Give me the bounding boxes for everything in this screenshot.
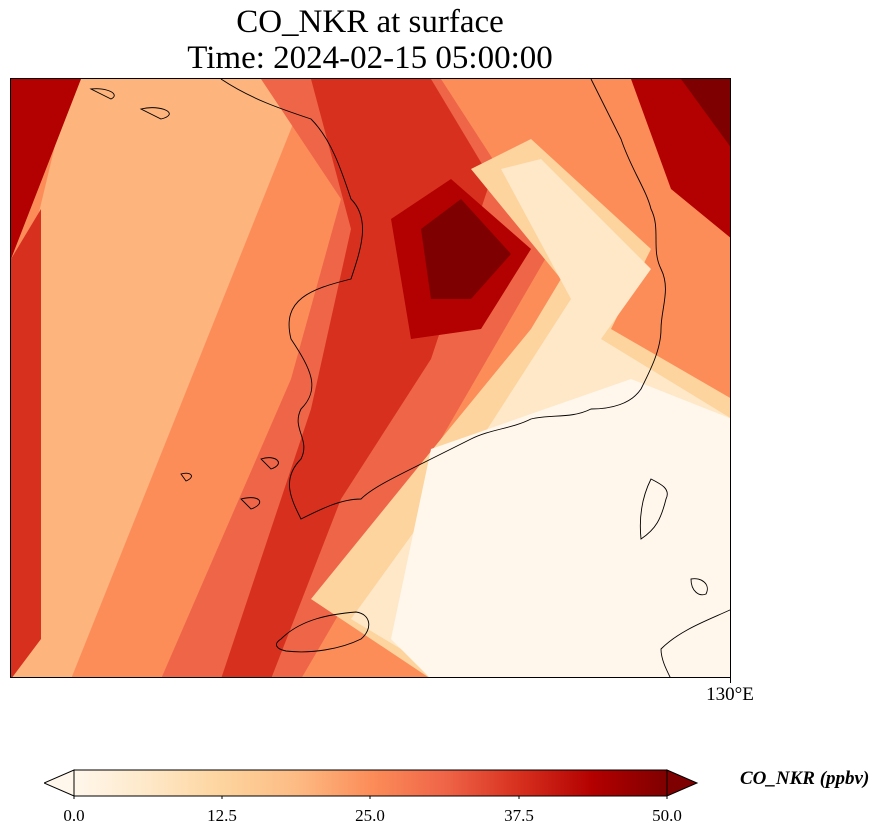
longitude-tick-label: 130°E [706, 684, 754, 705]
concentration-field [11, 79, 730, 677]
field-band-west [11, 79, 311, 677]
colorbar [44, 769, 699, 799]
colorbar-tick-label: 25.0 [355, 806, 385, 825]
field-west-edge-top [11, 79, 81, 259]
iki-coastline [690, 578, 708, 596]
colorbar-label: CO_NKR (ppbv) [740, 768, 870, 789]
colorbar-gradient [73, 769, 668, 797]
tsushima-coastline [639, 478, 668, 540]
colorbar-tick-label: 12.5 [207, 806, 237, 825]
island-coastlines [89, 88, 279, 510]
colorbar-extend-max [666, 769, 699, 797]
map-time-subtitle: Time: 2024-02-15 05:00:00 [187, 40, 553, 76]
field-ne-max [681, 79, 730, 147]
coastlines [89, 79, 730, 677]
field-maximum [421, 199, 511, 299]
field-ne-high [631, 79, 730, 238]
colorbar-tick-label: 50.0 [652, 806, 682, 825]
field-clean-area [391, 379, 730, 677]
colorbar-tick-label: 37.5 [504, 806, 534, 825]
colorbar-ticks [73, 796, 668, 799]
kyushu-coastline [660, 609, 730, 677]
map-title: CO_NKR at surface [236, 4, 504, 40]
longitude-tick-mark [730, 678, 731, 683]
field-west-edge [11, 209, 41, 677]
korea-coastline [220, 79, 666, 520]
jeju-coastline [275, 611, 370, 653]
colorbar-extend-min [44, 769, 75, 797]
colorbar-tick-label: 0.0 [63, 806, 85, 825]
map-plot-area [10, 78, 731, 678]
